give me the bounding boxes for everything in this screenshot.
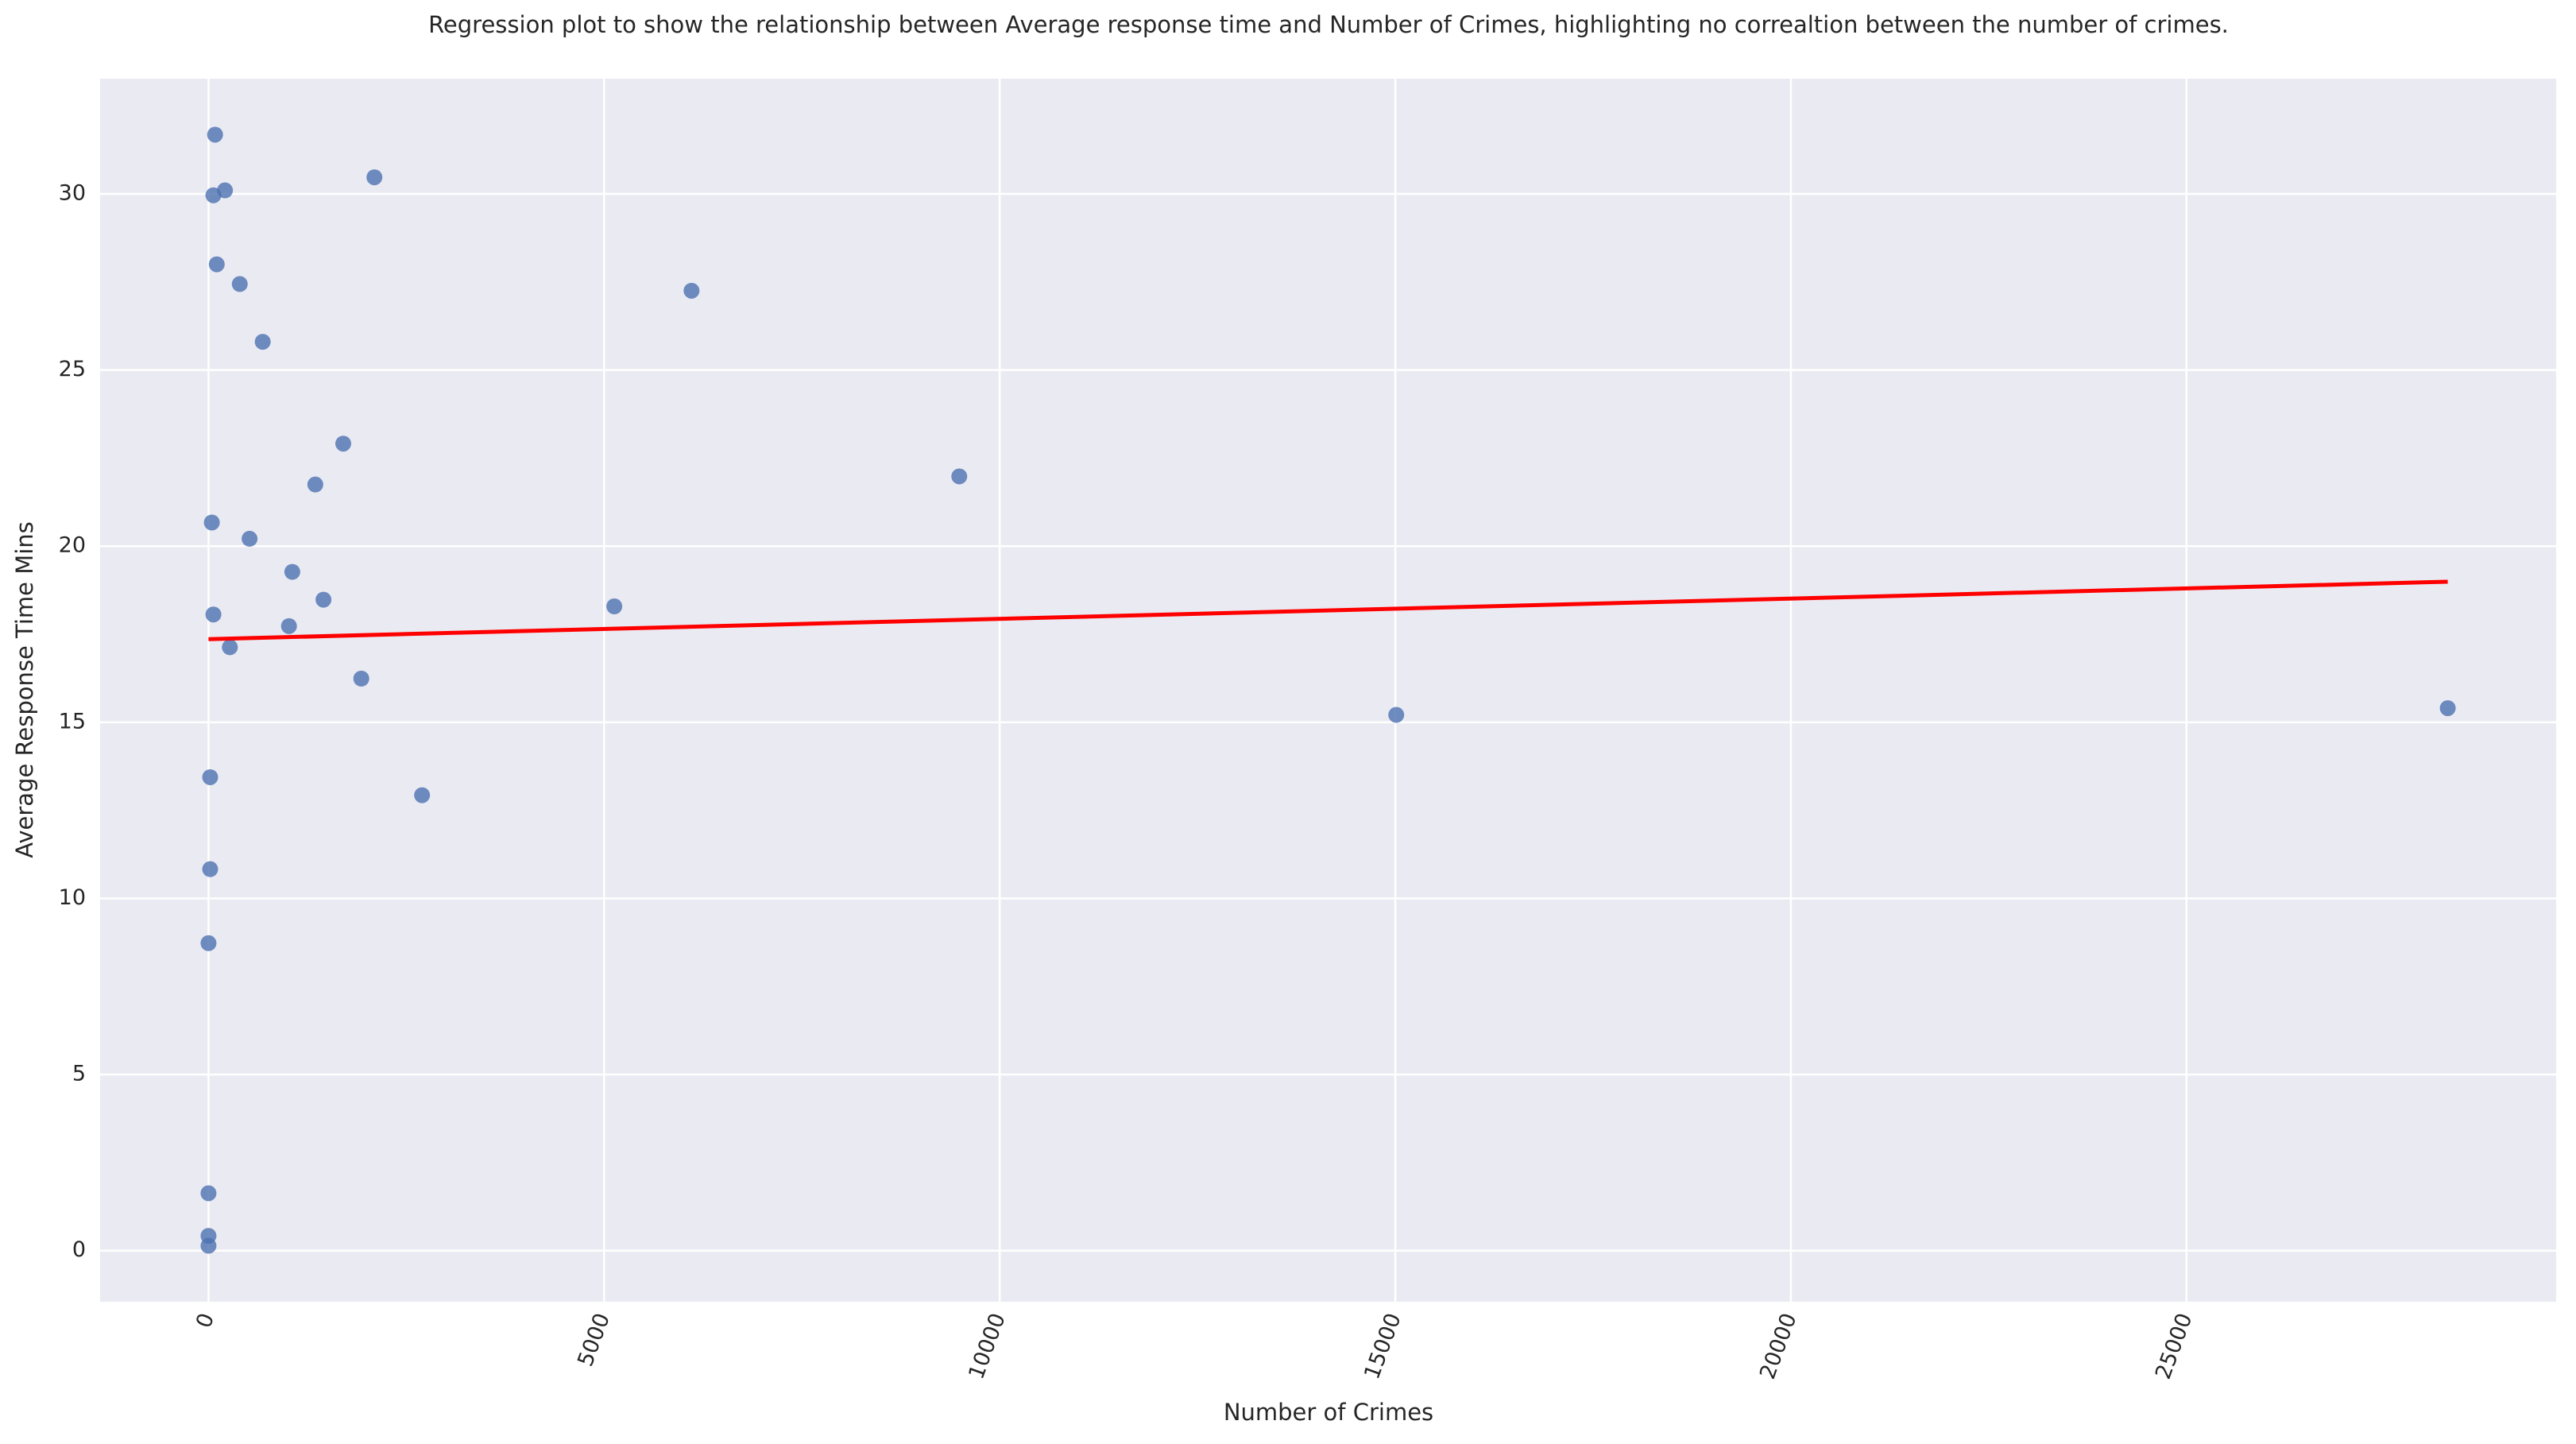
data-point	[202, 768, 219, 785]
x-tick-label: 0	[191, 1310, 219, 1331]
regression-line	[208, 579, 2448, 641]
data-point	[353, 670, 369, 687]
data-point	[254, 334, 271, 350]
data-point	[217, 182, 234, 199]
plot-area	[100, 79, 2556, 1302]
data-point	[200, 1237, 217, 1254]
y-tick-label: 15	[59, 709, 86, 734]
y-tick-label: 5	[72, 1062, 86, 1086]
data-point	[202, 861, 219, 877]
data-point	[307, 476, 323, 493]
x-tick-label: 10000	[964, 1310, 1011, 1382]
data-point	[2439, 700, 2456, 717]
y-axis-label: Average Response Time Mins	[11, 521, 38, 858]
data-point	[200, 935, 217, 951]
x-axis-label: Number of Crimes	[1224, 1399, 1433, 1426]
data-point	[284, 563, 300, 580]
y-tick-label: 30	[59, 180, 86, 205]
y-tick-label: 0	[72, 1237, 86, 1262]
data-point	[207, 126, 223, 143]
data-point	[1388, 707, 1405, 723]
x-tick-label: 5000	[573, 1310, 615, 1369]
data-point	[203, 514, 220, 531]
y-tick-label: 25	[59, 357, 86, 381]
data-point	[335, 436, 351, 452]
chart-title: Regression plot to show the relationship…	[428, 11, 2229, 38]
data-point	[366, 169, 383, 186]
data-point	[242, 530, 258, 547]
x-tick-label: 15000	[1360, 1310, 1406, 1382]
data-point	[200, 1185, 217, 1202]
data-point	[208, 256, 225, 273]
x-tick-label: 20000	[1755, 1310, 1802, 1382]
data-point	[951, 468, 968, 485]
data-point	[205, 606, 222, 623]
data-point	[231, 276, 248, 292]
data-point	[606, 598, 623, 615]
data-point	[280, 617, 297, 634]
x-tick-label: 25000	[2151, 1310, 2198, 1382]
data-point	[414, 787, 431, 803]
data-point	[315, 591, 332, 608]
y-tick-label: 20	[59, 533, 86, 558]
data-point	[222, 639, 238, 656]
y-tick-label: 10	[59, 885, 86, 910]
data-point	[683, 282, 700, 299]
